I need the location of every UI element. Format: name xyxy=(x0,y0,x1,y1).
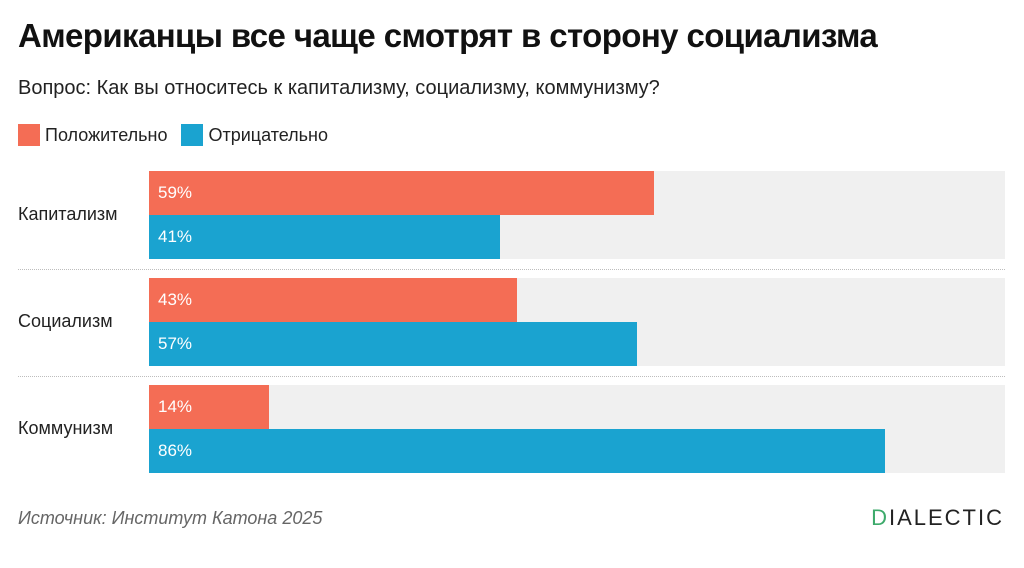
bar-positive xyxy=(149,385,269,429)
chart-subtitle: Вопрос: Как вы относитесь к капитализму,… xyxy=(18,77,660,99)
logo-letter-d: D xyxy=(871,505,889,530)
dialectic-logo: DIALECTIC xyxy=(871,505,1004,531)
data-label: 86% xyxy=(158,441,193,460)
bar-negative xyxy=(149,322,637,366)
data-label: 57% xyxy=(158,334,193,353)
data-label: 43% xyxy=(158,290,193,309)
legend: Положительно Отрицательно xyxy=(18,124,342,146)
legend-item-positive: Положительно xyxy=(18,124,167,146)
category-label: Социализм xyxy=(18,311,113,331)
group-divider xyxy=(18,376,1005,377)
legend-label-positive: Положительно xyxy=(45,124,168,145)
bar-positive xyxy=(149,278,518,322)
chart-title: Американцы все чаще смотрят в сторону со… xyxy=(18,17,878,54)
category-label: Коммунизм xyxy=(18,418,114,438)
data-label: 41% xyxy=(158,227,193,246)
bar-positive xyxy=(149,171,655,215)
logo-text: IALECTIC xyxy=(888,505,1004,530)
group-divider xyxy=(18,269,1005,270)
source-note: Источник: Институт Катона 2025 xyxy=(18,508,323,528)
bar-negative xyxy=(149,429,886,473)
legend-swatch-positive xyxy=(18,124,40,146)
legend-item-negative: Отрицательно xyxy=(181,124,328,146)
legend-swatch-negative xyxy=(181,124,204,146)
category-label: Капитализм xyxy=(18,204,118,224)
bar-track xyxy=(149,385,1005,429)
legend-label-negative: Отрицательно xyxy=(208,124,328,145)
data-label: 59% xyxy=(158,183,193,202)
bar-negative xyxy=(149,215,500,259)
data-label: 14% xyxy=(158,397,193,416)
bar-chart: Капитализм 59% 41% Социализм 43% 57% Коммунизм… xyxy=(0,168,1024,478)
